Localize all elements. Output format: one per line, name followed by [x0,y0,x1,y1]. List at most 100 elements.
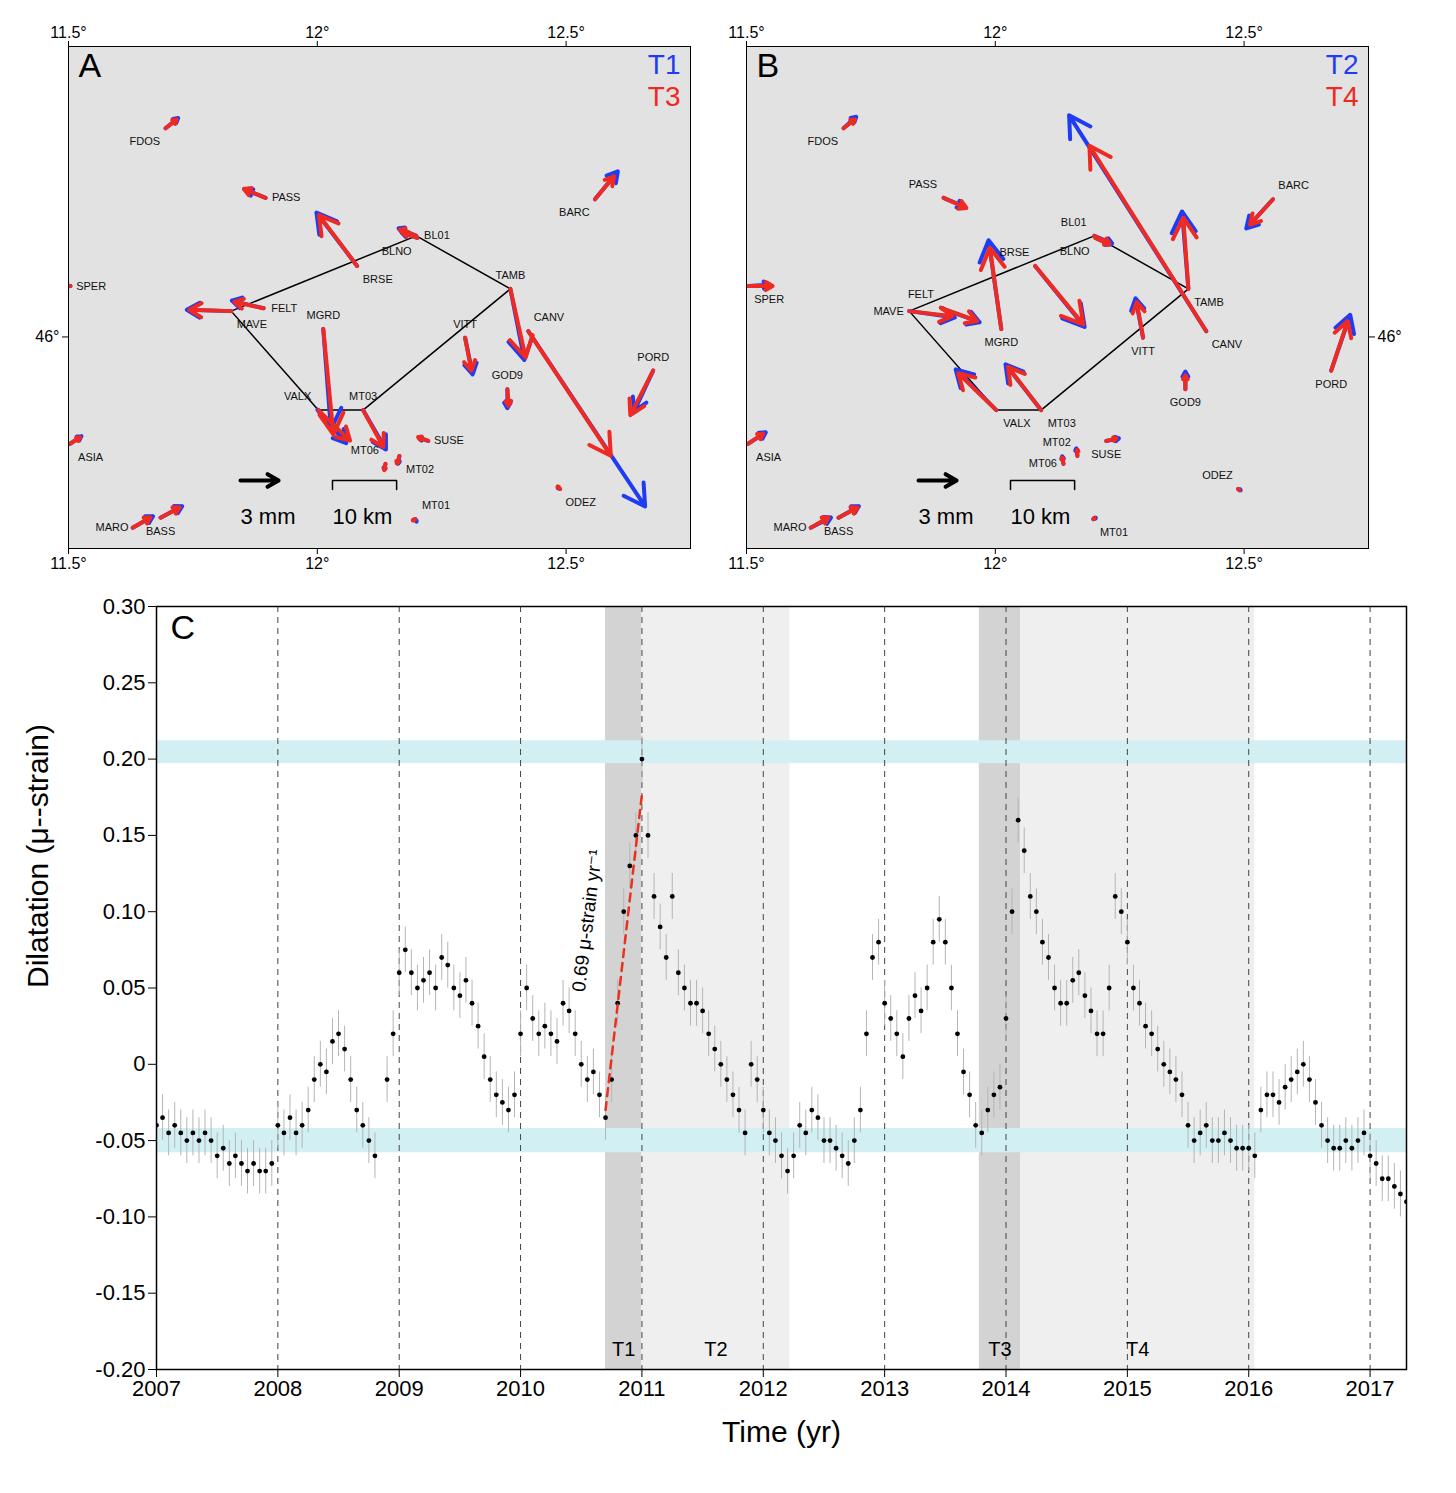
svg-text:-0.15: -0.15 [95,1280,145,1305]
svg-text:ASIA: ASIA [78,451,104,463]
svg-text:PORD: PORD [637,351,669,363]
svg-text:12.5°: 12.5° [1225,555,1263,572]
svg-text:2013: 2013 [860,1376,909,1401]
svg-text:12.5°: 12.5° [1225,24,1263,41]
svg-text:0.20: 0.20 [103,746,146,771]
svg-text:3 mm: 3 mm [241,504,296,529]
svg-text:ASIA: ASIA [756,451,782,463]
svg-text:VITT: VITT [1131,345,1155,357]
svg-text:BARC: BARC [1278,179,1309,191]
svg-text:FELT: FELT [908,288,934,300]
svg-text:FDOS: FDOS [808,135,839,147]
svg-text:0.05: 0.05 [103,975,146,1000]
svg-text:TAMB: TAMB [1194,296,1224,308]
svg-text:ODEZ: ODEZ [1202,469,1233,481]
svg-text:T4: T4 [1126,1338,1149,1360]
svg-text:MT02: MT02 [406,463,434,475]
svg-text:2010: 2010 [496,1376,545,1401]
svg-text:11.5°: 11.5° [50,24,86,41]
svg-text:BASS: BASS [146,525,175,537]
svg-text:2016: 2016 [1224,1376,1273,1401]
svg-text:2012: 2012 [739,1376,788,1401]
svg-text:12°: 12° [305,24,329,41]
svg-text:SPER: SPER [76,280,106,292]
svg-text:VALX: VALX [1003,417,1031,429]
svg-text:MARO: MARO [774,521,807,533]
svg-text:MAVE: MAVE [873,305,903,317]
svg-text:2009: 2009 [375,1376,424,1401]
svg-text:11.5°: 11.5° [728,555,764,572]
svg-text:BL01: BL01 [424,229,450,241]
svg-text:T2: T2 [1326,49,1359,80]
svg-text:MT06: MT06 [351,444,379,456]
svg-text:0.15: 0.15 [103,822,146,847]
svg-text:0: 0 [133,1051,145,1076]
svg-text:BRSE: BRSE [999,246,1029,258]
svg-text:BRSE: BRSE [363,273,393,285]
svg-text:SUSE: SUSE [1091,448,1121,460]
svg-text:12.5°: 12.5° [547,24,585,41]
svg-text:12°: 12° [983,555,1007,572]
svg-text:-0.20: -0.20 [95,1357,145,1382]
svg-text:12°: 12° [305,555,329,572]
svg-text:T3: T3 [648,81,681,112]
svg-text:Time (yr): Time (yr) [722,1415,841,1448]
svg-text:MARO: MARO [96,521,129,533]
svg-text:CANV: CANV [1212,338,1243,350]
svg-text:PASS: PASS [272,191,301,203]
svg-text:12°: 12° [983,24,1007,41]
svg-text:T2: T2 [704,1338,727,1360]
svg-text:SUSE: SUSE [434,434,464,446]
svg-text:TAMB: TAMB [495,269,525,281]
svg-text:46°: 46° [1378,328,1402,345]
svg-text:T4: T4 [1326,81,1359,112]
svg-text:PASS: PASS [909,178,938,190]
svg-text:Dilatation (μ--strain): Dilatation (μ--strain) [21,724,54,988]
svg-text:11.5°: 11.5° [728,24,764,41]
svg-text:B: B [757,46,780,84]
svg-text:BARC: BARC [559,206,590,218]
svg-text:BL01: BL01 [1061,216,1087,228]
svg-text:MGRD: MGRD [306,309,340,321]
svg-text:MT06: MT06 [1029,457,1057,469]
svg-text:0.69 μ-strain yr⁻¹: 0.69 μ-strain yr⁻¹ [568,848,606,993]
svg-text:0.25: 0.25 [103,670,146,695]
svg-text:FELT: FELT [271,302,297,314]
svg-text:3 mm: 3 mm [919,504,974,529]
svg-text:MT01: MT01 [1100,526,1128,538]
svg-text:10 km: 10 km [333,504,393,529]
svg-text:2008: 2008 [253,1376,302,1401]
svg-text:-0.05: -0.05 [95,1128,145,1153]
svg-text:2015: 2015 [1103,1376,1152,1401]
svg-text:VITT: VITT [453,318,477,330]
svg-text:BASS: BASS [824,525,853,537]
svg-text:SPER: SPER [754,293,784,305]
svg-text:2014: 2014 [982,1376,1031,1401]
svg-text:2011: 2011 [618,1376,665,1401]
svg-text:MGRD: MGRD [984,336,1018,348]
svg-text:MT03: MT03 [349,390,377,402]
svg-text:C: C [171,608,196,646]
svg-text:T3: T3 [988,1338,1011,1360]
svg-text:MT03: MT03 [1048,417,1076,429]
svg-text:PORD: PORD [1315,378,1347,390]
svg-text:-0.10: -0.10 [95,1204,145,1229]
svg-text:GOD9: GOD9 [1170,396,1201,408]
svg-text:GOD9: GOD9 [492,369,523,381]
svg-text:BLNO: BLNO [382,245,412,257]
svg-text:10 km: 10 km [1011,504,1071,529]
svg-text:2017: 2017 [1346,1376,1395,1401]
svg-text:MT02: MT02 [1043,436,1071,448]
svg-text:0.30: 0.30 [103,594,146,619]
svg-text:FDOS: FDOS [130,135,161,147]
svg-text:ODEZ: ODEZ [565,496,596,508]
svg-text:CANV: CANV [534,311,565,323]
svg-text:T1: T1 [648,49,681,80]
svg-text:0.10: 0.10 [103,899,146,924]
svg-text:12.5°: 12.5° [547,555,585,572]
svg-text:11.5°: 11.5° [50,555,86,572]
svg-text:A: A [79,46,102,84]
svg-text:BLNO: BLNO [1060,245,1090,257]
svg-text:MT01: MT01 [422,499,450,511]
svg-text:T1: T1 [612,1338,635,1360]
